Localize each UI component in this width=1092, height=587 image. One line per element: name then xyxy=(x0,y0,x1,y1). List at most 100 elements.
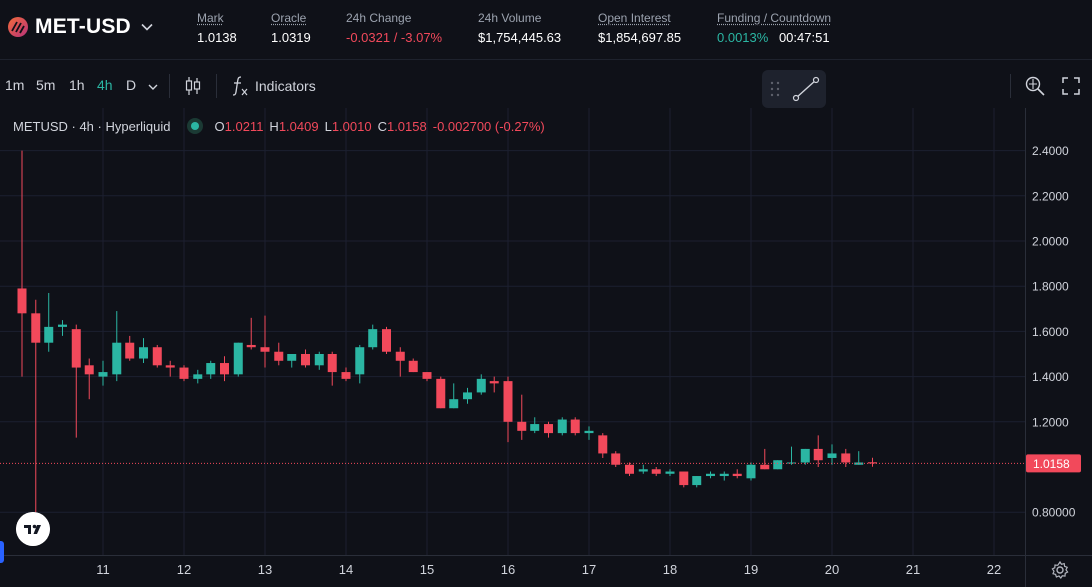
candle-body[interactable] xyxy=(58,324,67,327)
timeframe-d[interactable]: D xyxy=(126,77,137,93)
candle-body[interactable] xyxy=(476,378,486,393)
candle-body[interactable] xyxy=(449,399,459,409)
left-panel-toggle[interactable] xyxy=(0,541,4,563)
candle-body[interactable] xyxy=(760,464,770,470)
candle-body[interactable] xyxy=(355,347,365,375)
candle-body[interactable] xyxy=(651,469,661,474)
chart-toolbar: 1m 5m 1h 4h D Indicators xyxy=(0,62,1092,108)
candle-body[interactable] xyxy=(706,473,715,477)
candle-body[interactable] xyxy=(463,392,472,400)
candle-body[interactable] xyxy=(773,460,783,470)
candle-body[interactable] xyxy=(31,313,41,343)
legend-symbol: METUSD · 4h · Hyperliquid xyxy=(13,118,171,134)
candle-body[interactable] xyxy=(382,329,391,352)
chevron-down-icon[interactable] xyxy=(147,81,159,93)
candle-body[interactable] xyxy=(152,347,162,366)
timeframe-1m[interactable]: 1m xyxy=(5,77,25,93)
candle-body[interactable] xyxy=(206,363,216,375)
toolbar-divider xyxy=(169,74,170,98)
timeframe-5m[interactable]: 5m xyxy=(36,77,56,93)
stat-label[interactable]: Mark xyxy=(197,11,224,25)
candle-body[interactable] xyxy=(841,453,851,463)
stat-label[interactable]: Funding / Countdown xyxy=(717,11,832,25)
price-chart[interactable]: 2.4000 2.2000 2.0000 1.8000 1.6000 1.4000 1.20… xyxy=(0,108,1092,587)
candle-body[interactable] xyxy=(98,372,108,377)
candle-body[interactable] xyxy=(746,464,756,479)
legend-change: -0.002700 (-0.27%) xyxy=(432,118,545,134)
candle-body[interactable] xyxy=(341,372,351,379)
candle-body[interactable] xyxy=(112,342,122,375)
gear-icon[interactable] xyxy=(1050,560,1070,580)
candle-body[interactable] xyxy=(598,435,608,454)
x-axis-tick-label: 11 xyxy=(96,562,110,577)
candle-body[interactable] xyxy=(314,354,324,366)
candle-body[interactable] xyxy=(530,424,540,431)
candle-body[interactable] xyxy=(638,469,648,472)
chevron-down-icon[interactable] xyxy=(140,20,154,34)
candle-body[interactable] xyxy=(395,351,405,361)
candle-body[interactable] xyxy=(139,347,148,359)
function-icon[interactable] xyxy=(231,75,249,97)
pair-selector[interactable]: MET-USD xyxy=(35,15,131,38)
candle-body[interactable] xyxy=(17,288,27,314)
candle-body[interactable] xyxy=(868,462,877,464)
candle-body[interactable] xyxy=(570,419,580,434)
y-axis-tick-label: 1.4000 xyxy=(1032,370,1069,384)
candle-body[interactable] xyxy=(557,419,567,434)
fullscreen-icon[interactable] xyxy=(1062,77,1080,95)
candle-body[interactable] xyxy=(246,344,256,348)
candle-body[interactable] xyxy=(193,374,203,379)
candle-body[interactable] xyxy=(813,448,823,461)
candle-body[interactable] xyxy=(827,453,837,458)
candle-body[interactable] xyxy=(220,363,229,375)
candle-body[interactable] xyxy=(489,381,499,384)
candle-body[interactable] xyxy=(436,378,446,409)
candle-body[interactable] xyxy=(301,354,310,366)
y-axis-tick-label: 2.4000 xyxy=(1032,144,1069,158)
candle-body[interactable] xyxy=(800,448,810,463)
candle-body[interactable] xyxy=(584,430,594,434)
candle-body[interactable] xyxy=(260,347,270,352)
stat-value: -0.0321 / -3.07% xyxy=(346,30,443,45)
candle-body[interactable] xyxy=(625,464,634,474)
candle-body[interactable] xyxy=(44,326,54,343)
timeframe-1h[interactable]: 1h xyxy=(69,77,85,93)
stat-label[interactable]: Open Interest xyxy=(598,11,671,25)
candle-body[interactable] xyxy=(544,424,553,434)
candle-body[interactable] xyxy=(408,360,418,373)
stat-open-interest: Open Interest $1,854,697.85 xyxy=(598,11,681,45)
candle-body[interactable] xyxy=(165,365,175,368)
candlestick-chart[interactable]: 2.4000 2.2000 2.0000 1.8000 1.6000 1.4000 1.20… xyxy=(0,108,1092,587)
stat-label[interactable]: Oracle xyxy=(271,11,307,25)
candle-body[interactable] xyxy=(692,476,702,486)
candle-body[interactable] xyxy=(732,473,742,477)
candle-body[interactable] xyxy=(422,372,432,379)
candle-body[interactable] xyxy=(611,453,621,465)
indicators-button[interactable]: Indicators xyxy=(255,78,316,94)
candle-body[interactable] xyxy=(787,462,796,464)
candle-body[interactable] xyxy=(327,354,337,373)
zoom-icon[interactable] xyxy=(1024,75,1046,97)
candle-body[interactable] xyxy=(287,354,297,361)
candle-body[interactable] xyxy=(274,351,284,361)
candle-body[interactable] xyxy=(503,381,513,422)
timeframe-4h[interactable]: 4h xyxy=(97,77,113,93)
candle-body[interactable] xyxy=(517,421,527,431)
candle-body[interactable] xyxy=(125,342,135,359)
stat-value: 1.0138 xyxy=(197,30,237,45)
trend-line-icon[interactable] xyxy=(792,76,820,102)
drag-handle-icon[interactable] xyxy=(770,81,780,97)
x-axis-tick-label: 19 xyxy=(744,562,758,577)
candle-body[interactable] xyxy=(71,329,81,368)
stat-oracle: Oracle 1.0319 xyxy=(271,11,311,45)
candle-body[interactable] xyxy=(679,471,689,486)
candle-body[interactable] xyxy=(665,471,675,474)
candles-icon[interactable] xyxy=(184,76,202,96)
candle-body[interactable] xyxy=(84,365,94,375)
candle-body[interactable] xyxy=(719,473,729,477)
candle-body[interactable] xyxy=(179,367,189,379)
tradingview-logo-icon[interactable] xyxy=(16,512,50,546)
drawing-toolbar[interactable] xyxy=(762,70,826,108)
candle-body[interactable] xyxy=(233,342,243,375)
candle-body[interactable] xyxy=(368,329,378,348)
